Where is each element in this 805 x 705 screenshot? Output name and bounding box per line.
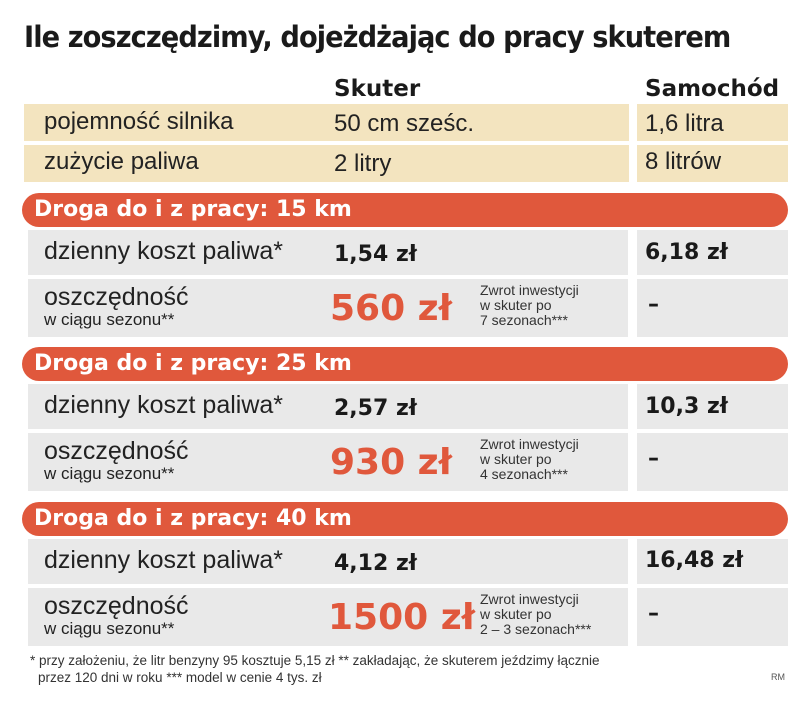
section-heading-25km: Droga do i z pracy: 25 km xyxy=(34,351,352,376)
infographic-title: Ile zoszczędzimy, dojeżdżając do pracy s… xyxy=(24,20,731,54)
footnote-line: przez 120 dni w roku *** model w cenie 4… xyxy=(38,670,322,685)
daily-cost-label: dzienny koszt paliwa* xyxy=(44,546,284,574)
savings-label: oszczędność xyxy=(44,283,189,311)
spec-row-engine-car-bg xyxy=(637,104,788,141)
spec-label-engine: pojemność silnika xyxy=(44,108,234,135)
spec-scooter-engine: 50 cm sześc. xyxy=(334,110,475,137)
savings-value: 560 zł xyxy=(330,288,452,329)
payback-note-line: Zwrot inwestycji xyxy=(480,591,579,607)
daily-cost-row-bg xyxy=(28,230,628,275)
payback-note: Zwrot inwestycji w skuter po 4 sezonach*… xyxy=(480,437,579,482)
spec-car-fuel: 8 litrów xyxy=(645,148,722,175)
spec-row-engine-bg xyxy=(24,104,629,141)
daily-cost-car-bg xyxy=(637,230,788,275)
payback-note-line: 7 sezonach*** xyxy=(480,312,568,328)
savings-car-bg xyxy=(637,588,788,646)
payback-note: Zwrot inwestycji w skuter po 2 – 3 sezon… xyxy=(480,592,591,637)
savings-value: 1500 zł xyxy=(328,597,476,638)
savings-value: 930 zł xyxy=(330,442,452,483)
daily-cost-car: 16,48 zł xyxy=(645,548,744,573)
section-heading-bar xyxy=(22,502,788,536)
daily-cost-label: dzienny koszt paliwa* xyxy=(44,391,284,419)
payback-note-line: w skuter po xyxy=(480,451,552,467)
author-signature: RM xyxy=(771,672,785,682)
spec-car-engine: 1,6 litra xyxy=(645,110,724,137)
savings-label: oszczędność xyxy=(44,437,189,465)
section-heading-bar xyxy=(22,193,788,227)
payback-note-line: 2 – 3 sezonach*** xyxy=(480,621,592,637)
payback-note-line: w skuter po xyxy=(480,297,552,313)
footnote-line: * przy założeniu, że litr benzyny 95 kos… xyxy=(30,653,600,668)
daily-cost-scooter: 4,12 zł xyxy=(334,551,417,576)
savings-car-dash: – xyxy=(648,292,659,317)
daily-cost-label: dzienny koszt paliwa* xyxy=(44,237,284,265)
spec-label-fuel: zużycie paliwa xyxy=(44,148,199,175)
savings-car-bg xyxy=(637,279,788,337)
payback-note-line: 4 sezonach*** xyxy=(480,466,568,482)
savings-sublabel: w ciągu sezonu** xyxy=(44,464,175,483)
savings-car-dash: – xyxy=(648,601,659,626)
savings-label: oszczędność xyxy=(44,592,189,620)
section-heading-15km: Droga do i z pracy: 15 km xyxy=(34,197,352,222)
footnote: * przy założeniu, że litr benzyny 95 kos… xyxy=(30,652,600,686)
daily-cost-car-bg xyxy=(637,384,788,429)
daily-cost-scooter: 1,54 zł xyxy=(334,242,417,267)
column-header-car: Samochód xyxy=(645,76,780,102)
savings-sublabel: w ciągu sezonu** xyxy=(44,310,175,329)
savings-car-bg xyxy=(637,433,788,491)
section-heading-bar xyxy=(22,347,788,381)
savings-sublabel: w ciągu sezonu** xyxy=(44,619,175,638)
daily-cost-row-bg xyxy=(28,539,628,584)
payback-note-line: Zwrot inwestycji xyxy=(480,436,579,452)
daily-cost-row-bg xyxy=(28,384,628,429)
payback-note-line: w skuter po xyxy=(480,606,552,622)
payback-note-line: Zwrot inwestycji xyxy=(480,282,579,298)
section-heading-40km: Droga do i z pracy: 40 km xyxy=(34,506,352,531)
savings-row-bg xyxy=(28,433,628,491)
savings-car-dash: – xyxy=(648,446,659,471)
savings-row-bg xyxy=(28,279,628,337)
spec-scooter-fuel: 2 litry xyxy=(334,150,392,177)
daily-cost-car: 6,18 zł xyxy=(645,240,728,265)
daily-cost-car: 10,3 zł xyxy=(645,394,728,419)
column-header-scooter: Skuter xyxy=(334,76,421,102)
payback-note: Zwrot inwestycji w skuter po 7 sezonach*… xyxy=(480,283,579,328)
spec-row-fuel-bg xyxy=(24,145,629,182)
spec-row-fuel-car-bg xyxy=(637,145,788,182)
daily-cost-scooter: 2,57 zł xyxy=(334,396,417,421)
savings-row-bg xyxy=(28,588,628,646)
daily-cost-car-bg xyxy=(637,539,788,584)
